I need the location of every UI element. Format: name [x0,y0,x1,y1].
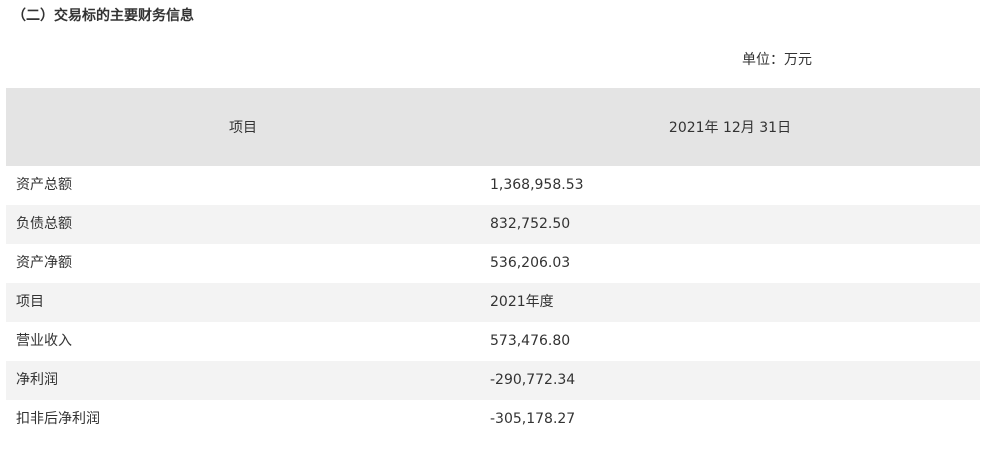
table-row: 营业收入 573,476.80 [6,322,980,361]
unit-note: 单位：万元 [742,52,812,68]
table-row: 负债总额 832,752.50 [6,205,980,244]
row-value: 536,206.03 [490,255,571,271]
table-row: 净利润 -290,772.34 [6,361,980,400]
financial-table: 项目 2021年 12月 31日 资产总额 1,368,958.53 负债总额 … [6,88,980,439]
row-label: 营业收入 [16,333,72,349]
section-title: （二）交易标的主要财务信息 [12,8,194,24]
table-row: 扣非后净利润 -305,178.27 [6,400,980,439]
row-label: 负债总额 [16,216,72,232]
header-date: 2021年 12月 31日 [668,120,792,136]
row-value: 832,752.50 [490,216,571,232]
table-row: 资产总额 1,368,958.53 [6,166,980,205]
header-item: 项目 [229,120,257,136]
row-label: 扣非后净利润 [16,411,100,427]
row-label: 净利润 [16,372,58,388]
row-label: 资产净额 [16,255,72,271]
table-header: 项目 2021年 12月 31日 [6,88,980,166]
row-value: -305,178.27 [490,411,576,427]
row-value: -290,772.34 [490,372,576,388]
table-row: 资产净额 536,206.03 [6,244,980,283]
row-value: 2021年度 [490,294,554,310]
row-value: 1,368,958.53 [490,177,584,193]
row-label: 资产总额 [16,177,72,193]
table-row: 项目 2021年度 [6,283,980,322]
row-value: 573,476.80 [490,333,571,349]
row-label: 项目 [16,294,44,310]
